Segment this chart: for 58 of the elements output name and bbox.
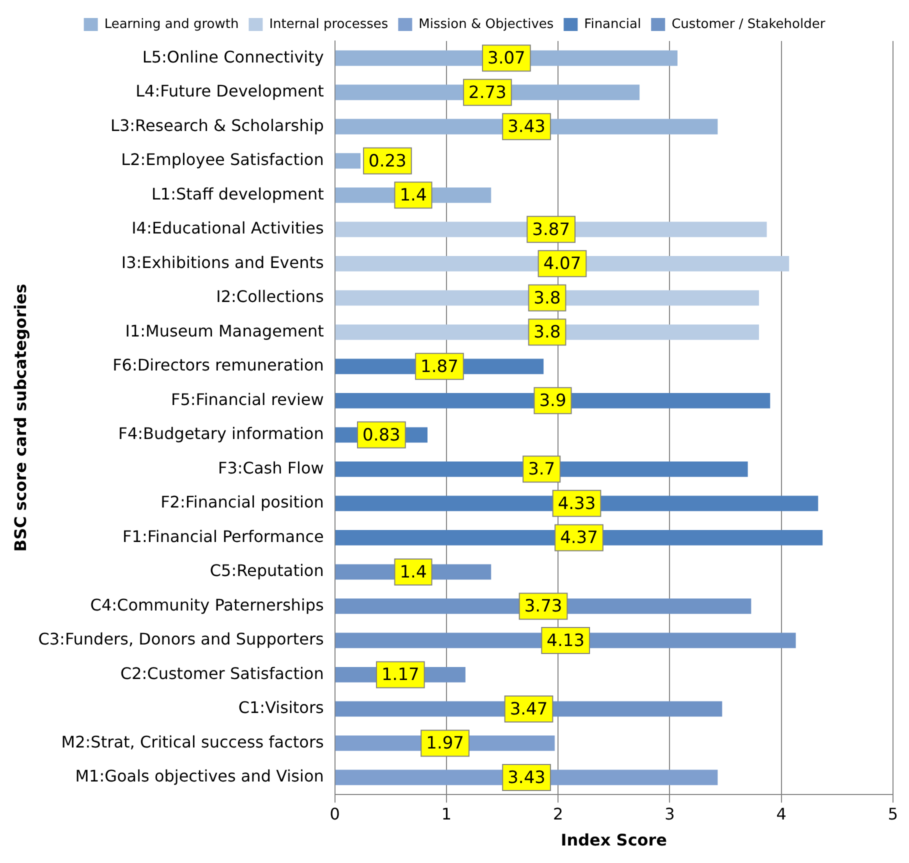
- y-tick-label: F1:Financial Performance: [122, 526, 324, 546]
- y-tick-label: M1:Goals objectives and Vision: [75, 766, 324, 786]
- y-tick-label: F2:Financial position: [160, 492, 324, 512]
- data-label: 4.33: [558, 494, 596, 514]
- x-tick-label: 4: [776, 804, 786, 824]
- data-label: 4.07: [543, 254, 582, 274]
- data-label: 1.17: [381, 665, 420, 686]
- y-axis-title: BSC score card subcategories: [10, 284, 30, 552]
- y-tick-label: M2:Strat, Critical success factors: [61, 732, 324, 752]
- x-tick-label: 5: [888, 804, 898, 824]
- data-label: 3.43: [508, 117, 546, 138]
- data-label: 2.73: [468, 82, 506, 103]
- x-tick-label: 2: [552, 804, 564, 824]
- data-label: 3.87: [532, 220, 570, 240]
- y-tick-label: L5:Online Connectivity: [142, 47, 324, 66]
- y-tick-label: C5:Reputation: [210, 561, 324, 580]
- data-label: 3.73: [524, 596, 562, 617]
- y-tick-label: I3:Exhibitions and Events: [121, 252, 324, 272]
- y-tick-label: F3:Cash Flow: [218, 458, 324, 478]
- data-label: 3.8: [534, 322, 561, 343]
- legend-label: Financial: [584, 16, 642, 32]
- x-tick-label: 3: [664, 804, 675, 824]
- data-label: 1.4: [400, 186, 427, 206]
- data-label: 1.4: [400, 562, 427, 582]
- legend-label: Learning and growth: [104, 16, 239, 32]
- data-label: 3.8: [534, 288, 561, 308]
- data-label: 3.47: [510, 699, 548, 720]
- y-tick-label: F5:Financial review: [171, 390, 324, 409]
- y-tick-label: F4:Budgetary information: [118, 424, 324, 444]
- y-tick-label: C1:Visitors: [238, 698, 324, 718]
- x-axis-title: Index Score: [560, 830, 668, 850]
- legend-label: Internal processes: [269, 16, 388, 32]
- x-tick-label: 0: [330, 804, 340, 824]
- data-label: 3.7: [528, 460, 556, 480]
- y-tick-label: I2:Collections: [216, 287, 324, 306]
- y-tick-label: L2:Employee Satisfaction: [121, 150, 324, 170]
- x-tick-label: 1: [441, 804, 452, 824]
- legend-label: Mission & Objectives: [418, 16, 554, 32]
- data-label: 4.37: [560, 528, 598, 548]
- y-tick-label: L1:Staff development: [151, 184, 324, 204]
- y-tick-label: C3:Funders, Donors and Supporters: [38, 630, 324, 649]
- data-label: 3.43: [508, 768, 546, 788]
- bar: [335, 153, 361, 169]
- y-tick-label: I1:Museum Management: [125, 321, 324, 340]
- y-tick-label: L4:Future Development: [136, 82, 324, 101]
- y-tick-label: L3:Research & Scholarship: [110, 116, 324, 135]
- data-label: 1.87: [420, 356, 458, 377]
- data-label: 0.83: [362, 425, 400, 446]
- data-label: 4.13: [546, 630, 585, 651]
- legend-label: Customer / Stakeholder: [672, 16, 826, 32]
- data-label: 3.07: [488, 48, 526, 69]
- y-tick-label: C2:Customer Satisfaction: [120, 664, 324, 683]
- data-label: 1.97: [426, 734, 464, 754]
- y-tick-label: C4:Community Paternerships: [90, 595, 324, 614]
- y-tick-label: I4:Educational Activities: [132, 218, 324, 238]
- y-tick-label: F6:Directors remuneration: [112, 356, 324, 375]
- data-label: 3.9: [539, 391, 566, 412]
- data-label: 0.23: [368, 151, 406, 172]
